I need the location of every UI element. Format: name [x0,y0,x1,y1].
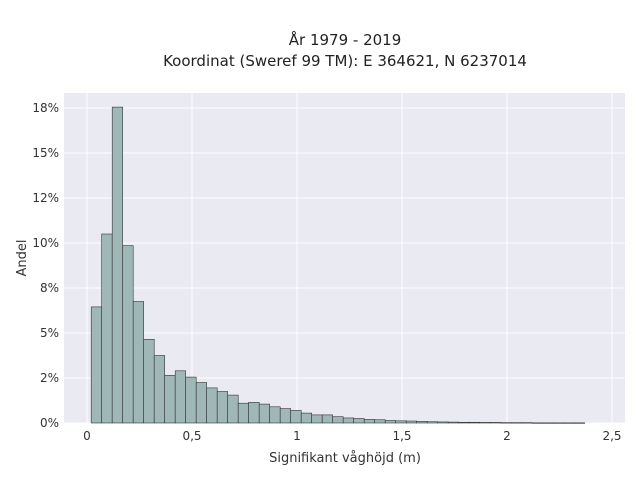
x-tick-label: 1,5 [392,429,411,443]
histogram-bar [258,403,271,424]
y-tick-label: 15% [32,146,59,160]
y-tick-label: 0% [40,416,59,430]
histogram-bar [479,422,491,424]
histogram-bar [143,338,155,424]
histogram-bar [458,421,470,424]
histogram-bar [531,422,544,424]
histogram-bar [227,394,239,424]
histogram-bar [90,306,102,424]
histogram-bar [510,422,523,424]
y-tick-label: 12% [32,191,59,205]
bars [90,106,586,424]
histogram-bar [468,421,481,424]
y-tick-label: 2% [40,371,59,385]
histogram-bar [563,422,575,424]
histogram-bar [573,422,586,424]
histogram-bar [290,410,302,424]
histogram-bar [206,387,218,424]
histogram-bar [237,402,249,424]
histogram-bar [521,422,533,424]
y-tick-label: 10% [32,236,59,250]
y-axis-ticks: 0% 2% 5% 8% 10% 12% 15% 18% [32,101,59,430]
x-tick-label: 0,5 [182,429,201,443]
histogram-bar [300,412,313,424]
histogram-bar [405,420,418,424]
y-tick-label: 8% [40,281,59,295]
histogram-bar [174,370,186,424]
histogram-bar [111,106,123,424]
histogram-bar [437,421,449,424]
y-axis-label: Andel [15,240,30,277]
histogram-bar [332,416,344,424]
chart-title-line-2: Koordinat (Sweref 99 TM): E 364621, N 62… [163,52,527,70]
histogram-bar [153,355,165,424]
histogram-bar [164,374,176,424]
x-tick-label: 0 [83,429,91,443]
histogram-bar [552,422,565,424]
histogram-bar [384,420,397,424]
histogram-bar [321,414,334,424]
histogram-bar [216,391,228,424]
histogram-bar [500,422,512,424]
histogram-bar [342,417,355,424]
x-tick-label: 2 [503,429,511,443]
histogram-bar [416,421,428,424]
histogram-bar [122,245,134,424]
histogram-bar [279,408,292,424]
x-tick-label: 1 [293,429,301,443]
histogram-bar [132,301,144,424]
histogram-bar [353,418,365,424]
histogram-bar [374,419,386,424]
histogram-bar [195,382,207,424]
histogram-bar [185,376,197,424]
x-axis-label: Signifikant våghöjd (m) [269,451,421,466]
chart-title-line-1: År 1979 - 2019 [289,30,402,49]
histogram-bar [542,422,554,424]
histogram-bar [489,422,502,424]
histogram-bar [363,419,376,424]
x-axis-ticks: 0 0,5 1 1,5 2 2,5 [83,429,621,443]
histogram-bar [447,421,460,424]
histogram-bar [269,406,281,424]
y-tick-label: 18% [32,101,59,115]
histogram-bar [395,420,407,424]
x-tick-label: 2,5 [602,429,621,443]
y-tick-label: 5% [40,326,59,340]
histogram-bar [311,414,323,424]
histogram-bar [426,421,439,424]
histogram-bar [248,401,260,424]
histogram-bar [101,233,113,424]
